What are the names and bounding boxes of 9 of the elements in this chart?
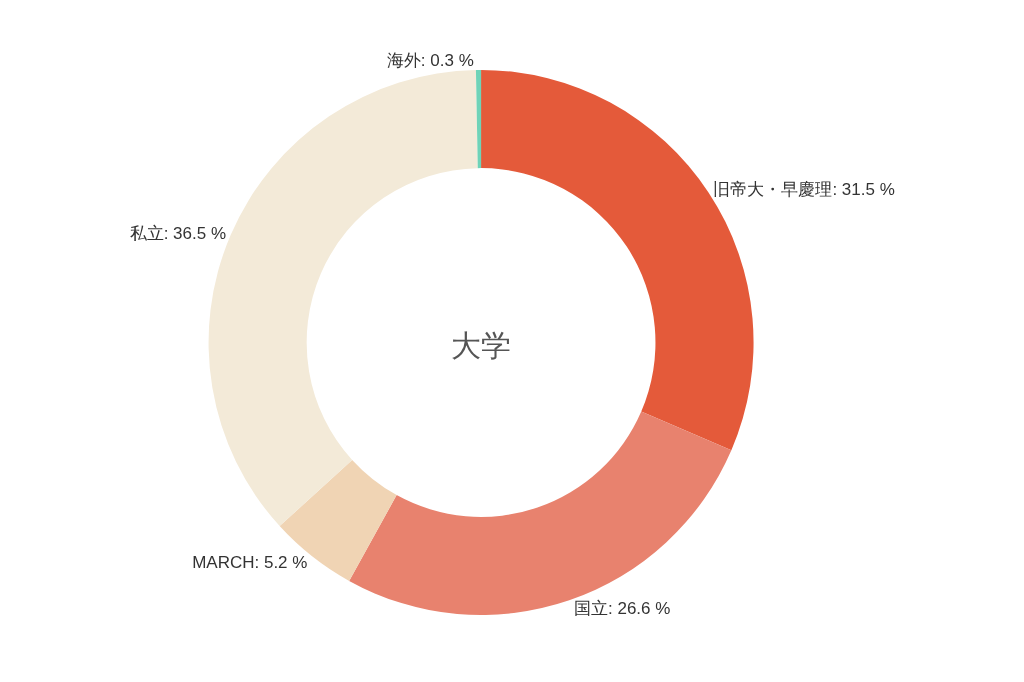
slice-label: MARCH: 5.2 % (192, 552, 308, 572)
slice-label: 旧帝大・早慶理: 31.5 % (713, 180, 895, 200)
donut-slice (475, 70, 482, 169)
donut-slice (208, 70, 478, 527)
donut-slice (349, 411, 732, 615)
text: 大学 (451, 329, 512, 362)
slice-label: 海外: 0.3 % (386, 51, 474, 71)
slice-label: 私立: 36.5 % (129, 223, 227, 243)
slice-label: 国立: 26.6 % (573, 599, 671, 619)
